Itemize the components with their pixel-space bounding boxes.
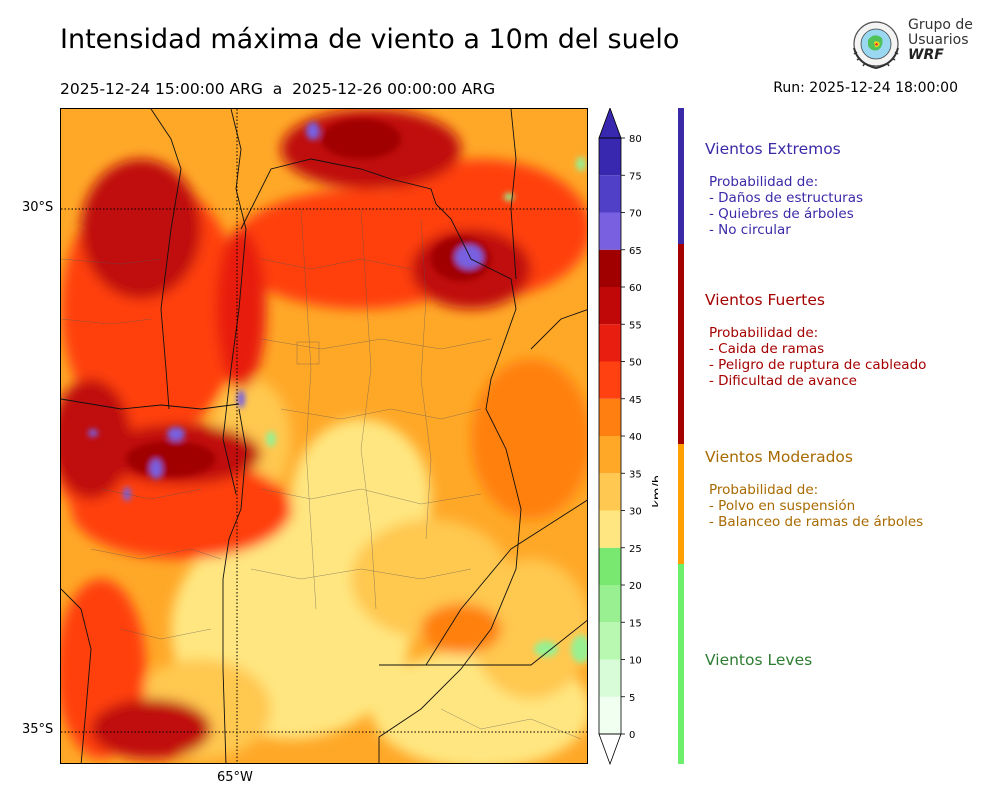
colorbar-band-0 bbox=[599, 696, 621, 734]
run-timestamp: Run: 2025-12-24 18:00:00 bbox=[773, 80, 958, 96]
legend-category-3: Vientos Leves bbox=[705, 651, 812, 669]
colorbar-tick-label-80: 80 bbox=[629, 134, 642, 145]
colorbar-tick-label-65: 65 bbox=[629, 246, 642, 257]
logo-line-3: WRF bbox=[908, 47, 944, 63]
colorbar-tick-label-35: 35 bbox=[629, 469, 642, 480]
legend-line: Probabilidad de: bbox=[709, 174, 819, 190]
legend-line: - Quiebres de árboles bbox=[709, 206, 854, 222]
colorbar-tick-label-25: 25 bbox=[629, 544, 642, 555]
legend-line: - Peligro de ruptura de cableado bbox=[709, 357, 927, 373]
period-end: 2025-12-26 00:00:00 ARG bbox=[292, 80, 496, 98]
colorbar-tick-label-10: 10 bbox=[629, 656, 642, 667]
legend-line: - Caida de ramas bbox=[709, 341, 825, 357]
map-title: Intensidad máxima de viento a 10m del su… bbox=[60, 24, 680, 55]
legend-heading: Vientos Leves bbox=[705, 651, 813, 669]
colorbar-band-70 bbox=[599, 175, 621, 213]
colorbar-unit-label: km/h bbox=[651, 475, 658, 508]
colorbar-band-75 bbox=[599, 138, 621, 176]
colorbar-tick-label-0: 0 bbox=[629, 730, 635, 741]
colorbar-tick-label-5: 5 bbox=[629, 693, 635, 704]
legend-category-1: Vientos Fuertes Probabilidad de: - Caida d… bbox=[705, 291, 926, 389]
legend-line: - Daños de estructuras bbox=[709, 190, 864, 206]
colorbar-tick-label-30: 30 bbox=[629, 507, 642, 518]
lat-label-35s: 35°S bbox=[22, 722, 54, 737]
legend-line: Probabilidad de: bbox=[709, 325, 819, 341]
legend-description: Probabilidad de: - Polvo en suspensión - B… bbox=[705, 482, 923, 530]
legend-line: - Balanceo de ramas de árboles bbox=[709, 514, 924, 530]
legend-line: Probabilidad de: bbox=[709, 482, 819, 498]
wind-map bbox=[60, 108, 588, 764]
department-borders bbox=[61, 208, 582, 740]
legend-line: - Polvo en suspensión bbox=[709, 498, 856, 514]
colorbar-tick-label-40: 40 bbox=[629, 432, 642, 443]
wrf-logo: Grupo de Usuarios WRF bbox=[848, 18, 973, 74]
legend-bar-3 bbox=[678, 564, 684, 764]
legend-line: - No circular bbox=[709, 222, 791, 238]
colorbar-band-10 bbox=[599, 622, 621, 660]
colorbar-tick-label-70: 70 bbox=[629, 209, 642, 220]
colorbar-band-45 bbox=[599, 361, 621, 399]
legend-category-2: Vientos Moderados Probabilidad de: - Polvo… bbox=[705, 448, 923, 530]
colorbar-band-30 bbox=[599, 473, 621, 511]
colorbar-band-65 bbox=[599, 212, 621, 250]
wind-field bbox=[61, 109, 587, 763]
legend-heading: Vientos Fuertes bbox=[705, 291, 825, 309]
colorbar-tick-label-55: 55 bbox=[629, 320, 642, 331]
lon-label-65w: 65°W bbox=[217, 770, 253, 785]
colorbar-band-5 bbox=[599, 659, 621, 697]
period-separator: a bbox=[272, 80, 283, 98]
legend-line: - Dificultad de avance bbox=[709, 373, 857, 389]
graticule bbox=[61, 109, 587, 763]
lat-label-30s: 30°S bbox=[22, 200, 54, 215]
legend-heading: Vientos Extremos bbox=[705, 140, 841, 158]
colorbar-band-15 bbox=[599, 585, 621, 623]
colorbar-band-25 bbox=[599, 510, 621, 548]
province-borders bbox=[61, 109, 587, 763]
period-start: 2025-12-24 15:00:00 ARG bbox=[60, 80, 263, 98]
logo-text: Grupo de Usuarios WRF bbox=[908, 18, 973, 63]
legend-category-0: Vientos Extremos Probabilidad de: - Daños … bbox=[705, 140, 863, 238]
colorbar-tick-label-15: 15 bbox=[629, 618, 642, 629]
colorbar-band-55 bbox=[599, 287, 621, 325]
colorbar-band-60 bbox=[599, 249, 621, 287]
colorbar-extend-min bbox=[598, 733, 622, 766]
colorbar-tick-label-20: 20 bbox=[629, 581, 642, 592]
logo-line-2: Usuarios bbox=[908, 32, 969, 48]
forecast-period: 2025-12-24 15:00:00 ARG a 2025-12-26 00:… bbox=[60, 80, 495, 98]
colorbar-band-40 bbox=[599, 398, 621, 436]
legend-bar-0 bbox=[678, 108, 684, 244]
colorbar-tick-label-45: 45 bbox=[629, 395, 642, 406]
legend-heading: Vientos Moderados bbox=[705, 448, 853, 466]
colorbar-tick-label-60: 60 bbox=[629, 283, 642, 294]
colorbar: 0 5 10 15 20 25 30 35 40 45 50 55 60 65 70 75 80 km/h bbox=[598, 106, 666, 768]
legend-bar-1 bbox=[678, 244, 684, 444]
colorbar-tick-label-75: 75 bbox=[629, 171, 642, 182]
colorbar-svg: 0 5 10 15 20 25 30 35 40 45 50 55 60 65 70 75 80 km/h bbox=[598, 106, 666, 766]
legend-bar-2 bbox=[678, 444, 684, 564]
legend-description: Probabilidad de: - Caida de ramas - Peligr… bbox=[705, 325, 926, 389]
colorbar-extend-max bbox=[598, 106, 622, 139]
colorbar-tick-label-50: 50 bbox=[629, 358, 642, 369]
colorbar-band-20 bbox=[599, 547, 621, 585]
legend-description: Probabilidad de: - Daños de estructuras - … bbox=[705, 174, 863, 238]
logo-line-1: Grupo de bbox=[908, 17, 973, 33]
colorbar-band-50 bbox=[599, 324, 621, 362]
colorbar-band-35 bbox=[599, 436, 621, 474]
globe-icon bbox=[853, 21, 899, 70]
